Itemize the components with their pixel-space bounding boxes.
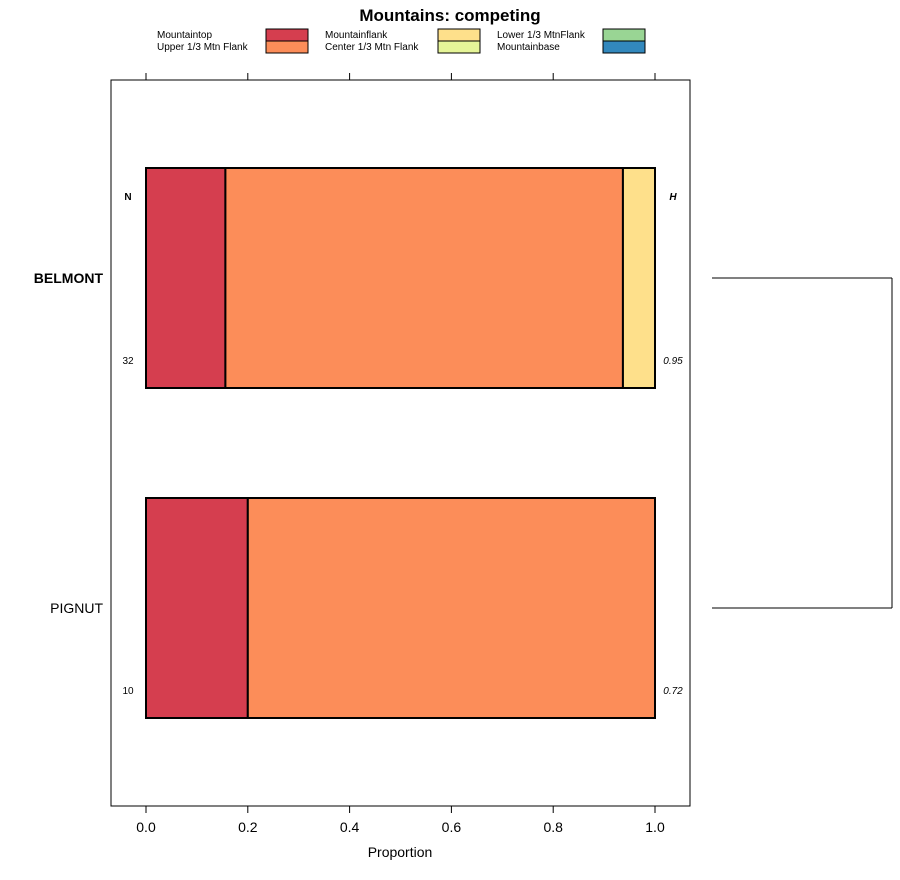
legend-swatch bbox=[265, 40, 309, 54]
dendrogram bbox=[712, 277, 893, 609]
legend-swatch bbox=[602, 28, 646, 42]
chart-title: Mountains: competing bbox=[359, 6, 540, 25]
x-tick-label: 1.0 bbox=[645, 819, 665, 835]
bar-segment bbox=[621, 167, 656, 389]
plot-frame bbox=[110, 79, 691, 807]
x-tick-label: 0.2 bbox=[238, 819, 258, 835]
left-header-n: N bbox=[124, 192, 131, 203]
legend-swatch bbox=[437, 40, 481, 54]
bar-segment bbox=[224, 167, 624, 389]
legend-swatch bbox=[602, 40, 646, 54]
x-tick-label: 0.6 bbox=[442, 819, 462, 835]
bar-segment bbox=[145, 167, 227, 389]
category-label: PIGNUT bbox=[50, 600, 103, 616]
x-tick-label: 0.8 bbox=[543, 819, 563, 835]
legend-label: Lower 1/3 MtnFlank bbox=[497, 30, 586, 41]
x-tick-label: 0.4 bbox=[340, 819, 360, 835]
x-tick-label: 0.0 bbox=[136, 819, 156, 835]
axis-ticks: 0.0 0.2 0.4 0.6 0.8 1.0 bbox=[136, 73, 665, 835]
x-axis-title: Proportion bbox=[368, 844, 433, 860]
legend-label: Mountaintop bbox=[157, 30, 212, 41]
h-value: 0.95 bbox=[663, 356, 683, 367]
right-header-h: H bbox=[669, 192, 677, 203]
legend-label: Mountainflank bbox=[325, 30, 388, 41]
category-label: BELMONT bbox=[34, 270, 104, 286]
legend-label: Upper 1/3 Mtn Flank bbox=[157, 42, 249, 53]
legend-swatch bbox=[437, 28, 481, 42]
bar-segment bbox=[246, 497, 657, 719]
n-value: 32 bbox=[122, 356, 134, 367]
bars bbox=[145, 167, 657, 719]
h-value: 0.72 bbox=[663, 686, 683, 697]
legend-swatch bbox=[265, 28, 309, 42]
legend-label: Mountainbase bbox=[497, 42, 560, 53]
n-value: 10 bbox=[122, 686, 134, 697]
row-annotations: BELMONT 32 0.95 PIGNUT 10 0.72 bbox=[34, 270, 683, 697]
bar-segment bbox=[145, 497, 249, 719]
legend-label: Center 1/3 Mtn Flank bbox=[325, 42, 419, 53]
